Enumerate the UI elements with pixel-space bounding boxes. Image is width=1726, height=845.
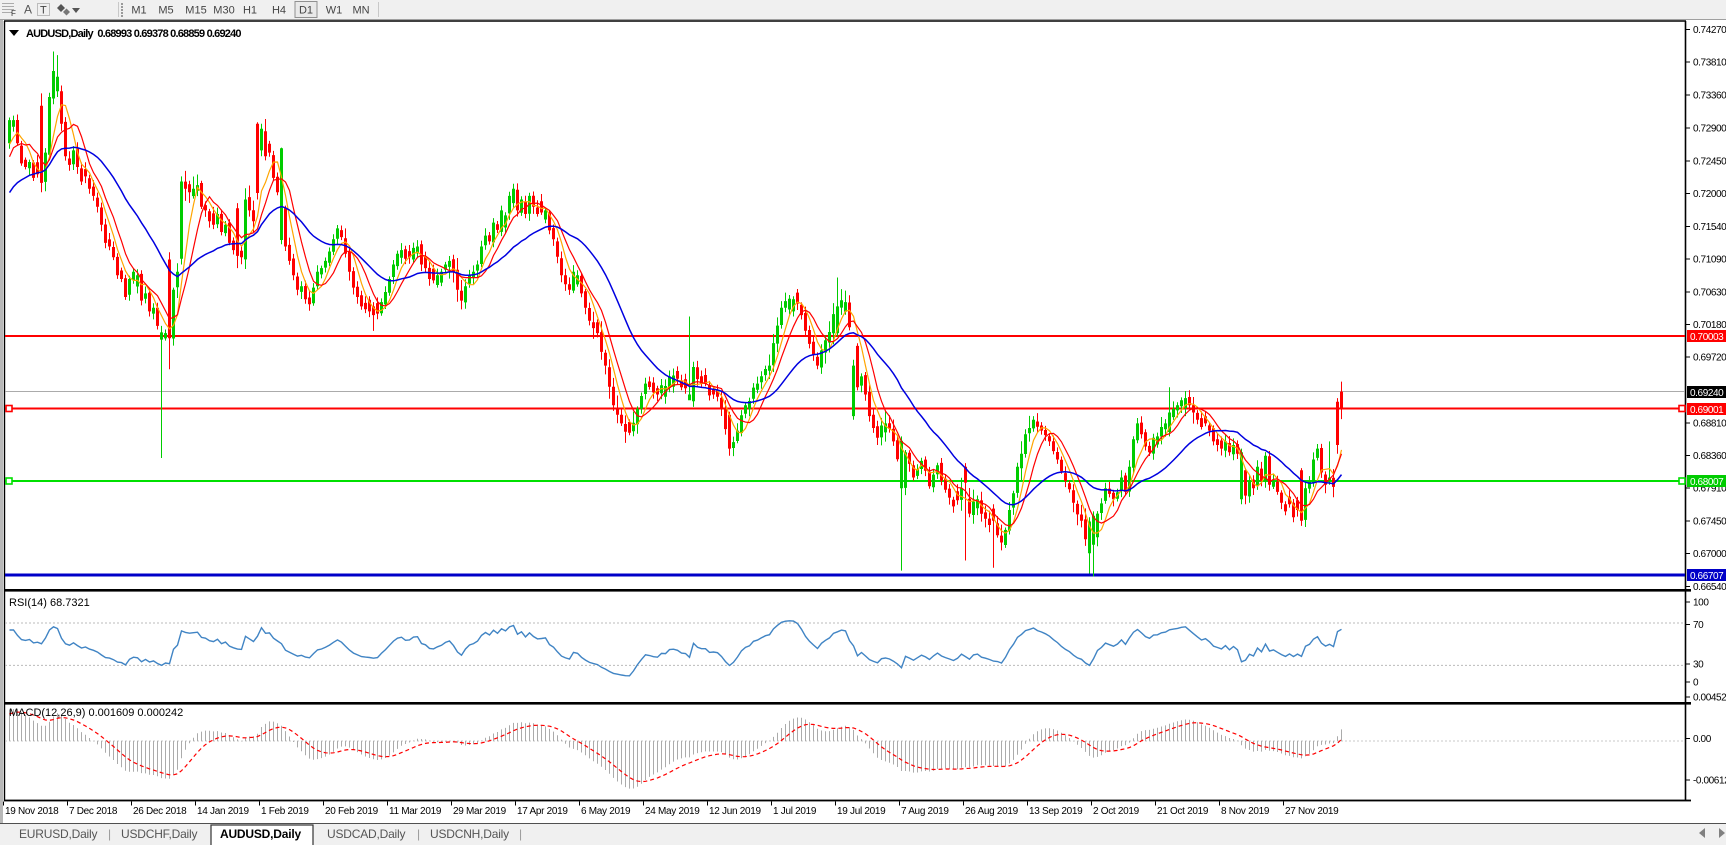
svg-text:8 Nov 2019: 8 Nov 2019 (1221, 806, 1270, 817)
svg-text:M15: M15 (185, 5, 206, 17)
svg-text:0.72450: 0.72450 (1693, 157, 1726, 168)
svg-text:0.00: 0.00 (1693, 734, 1712, 745)
svg-text:|: | (417, 827, 420, 841)
svg-text:0.71090: 0.71090 (1693, 255, 1726, 266)
svg-text:W1: W1 (326, 5, 343, 17)
svg-text:0.73810: 0.73810 (1693, 58, 1726, 69)
svg-text:0.70630: 0.70630 (1693, 288, 1726, 299)
svg-text:14 Jan 2019: 14 Jan 2019 (197, 806, 249, 817)
svg-text:1 Jul 2019: 1 Jul 2019 (773, 806, 817, 817)
svg-text:RSI(14) 68.7321: RSI(14) 68.7321 (9, 597, 90, 609)
svg-text:20 Feb 2019: 20 Feb 2019 (325, 806, 379, 817)
svg-text:D1: D1 (299, 5, 313, 17)
svg-text:A: A (24, 3, 32, 17)
svg-text:6 May 2019: 6 May 2019 (581, 806, 631, 817)
svg-text:F: F (11, 9, 16, 18)
svg-text:1 Feb 2019: 1 Feb 2019 (261, 806, 309, 817)
svg-text:30: 30 (1693, 660, 1704, 671)
svg-text:AUDUSD,Daily: AUDUSD,Daily (220, 827, 301, 841)
svg-text:H1: H1 (243, 5, 257, 17)
svg-text:0.66707: 0.66707 (1690, 571, 1724, 582)
svg-text:AUDUSD,Daily 0.68993 0.69378: AUDUSD,Daily 0.68993 0.69378 0.68859 0.6… (26, 28, 241, 40)
svg-text:7 Dec 2018: 7 Dec 2018 (69, 806, 118, 817)
svg-text:0.68810: 0.68810 (1693, 419, 1726, 430)
svg-text:0.73360: 0.73360 (1693, 91, 1726, 102)
svg-text:0.004528: 0.004528 (1693, 693, 1726, 704)
svg-text:0.66540: 0.66540 (1693, 582, 1726, 593)
svg-text:0.68360: 0.68360 (1693, 451, 1726, 462)
svg-text:M1: M1 (131, 5, 146, 17)
svg-text:29 Mar 2019: 29 Mar 2019 (453, 806, 507, 817)
svg-text:|: | (519, 827, 522, 841)
svg-text:7 Aug 2019: 7 Aug 2019 (901, 806, 949, 817)
svg-text:0.72000: 0.72000 (1693, 189, 1726, 200)
svg-text:26 Dec 2018: 26 Dec 2018 (133, 806, 187, 817)
svg-text:MN: MN (352, 5, 369, 17)
svg-text:100: 100 (1693, 598, 1709, 609)
svg-text:M5: M5 (158, 5, 173, 17)
svg-text:17 Apr 2019: 17 Apr 2019 (517, 806, 568, 817)
svg-text:0.69240: 0.69240 (1690, 388, 1724, 399)
svg-text:0.70003: 0.70003 (1690, 332, 1724, 343)
svg-text:0: 0 (1693, 678, 1699, 689)
svg-text:11 Mar 2019: 11 Mar 2019 (389, 806, 442, 817)
svg-text:|: | (108, 827, 111, 841)
svg-text:EURUSD,Daily: EURUSD,Daily (19, 827, 97, 841)
svg-text:0.69001: 0.69001 (1690, 405, 1724, 416)
svg-text:0.69720: 0.69720 (1693, 353, 1726, 364)
svg-text:0.67000: 0.67000 (1693, 549, 1726, 560)
svg-text:2 Oct 2019: 2 Oct 2019 (1093, 806, 1140, 817)
svg-text:70: 70 (1693, 620, 1704, 631)
svg-text:24 May 2019: 24 May 2019 (645, 806, 700, 817)
svg-text:0.67910: 0.67910 (1693, 484, 1726, 495)
svg-text:26 Aug 2019: 26 Aug 2019 (965, 806, 1019, 817)
svg-text:0.72900: 0.72900 (1693, 124, 1726, 135)
svg-text:27 Nov 2019: 27 Nov 2019 (1285, 806, 1339, 817)
svg-text:USDCNH,Daily: USDCNH,Daily (430, 827, 509, 841)
svg-text:T: T (40, 5, 47, 17)
svg-text:USDCAD,Daily: USDCAD,Daily (327, 827, 405, 841)
svg-text:0.70180: 0.70180 (1693, 320, 1726, 331)
svg-text:0.74270: 0.74270 (1693, 25, 1726, 36)
svg-text:0.68007: 0.68007 (1690, 477, 1724, 488)
svg-text:19 Nov 2018: 19 Nov 2018 (5, 806, 59, 817)
svg-text:0.71540: 0.71540 (1693, 222, 1726, 233)
svg-text:M30: M30 (213, 5, 234, 17)
svg-text:MACD(12,26,9) 0.001609 0.00024: MACD(12,26,9) 0.001609 0.000242 (9, 707, 183, 719)
svg-text:USDCHF,Daily: USDCHF,Daily (121, 827, 197, 841)
svg-text:0.67450: 0.67450 (1693, 517, 1726, 528)
svg-text:21 Oct 2019: 21 Oct 2019 (1157, 806, 1209, 817)
svg-text:H4: H4 (272, 5, 286, 17)
svg-text:19 Jul 2019: 19 Jul 2019 (837, 806, 886, 817)
svg-text:12 Jun 2019: 12 Jun 2019 (709, 806, 761, 817)
svg-text:13 Sep 2019: 13 Sep 2019 (1029, 806, 1083, 817)
svg-text:-0.00612: -0.00612 (1693, 776, 1726, 787)
